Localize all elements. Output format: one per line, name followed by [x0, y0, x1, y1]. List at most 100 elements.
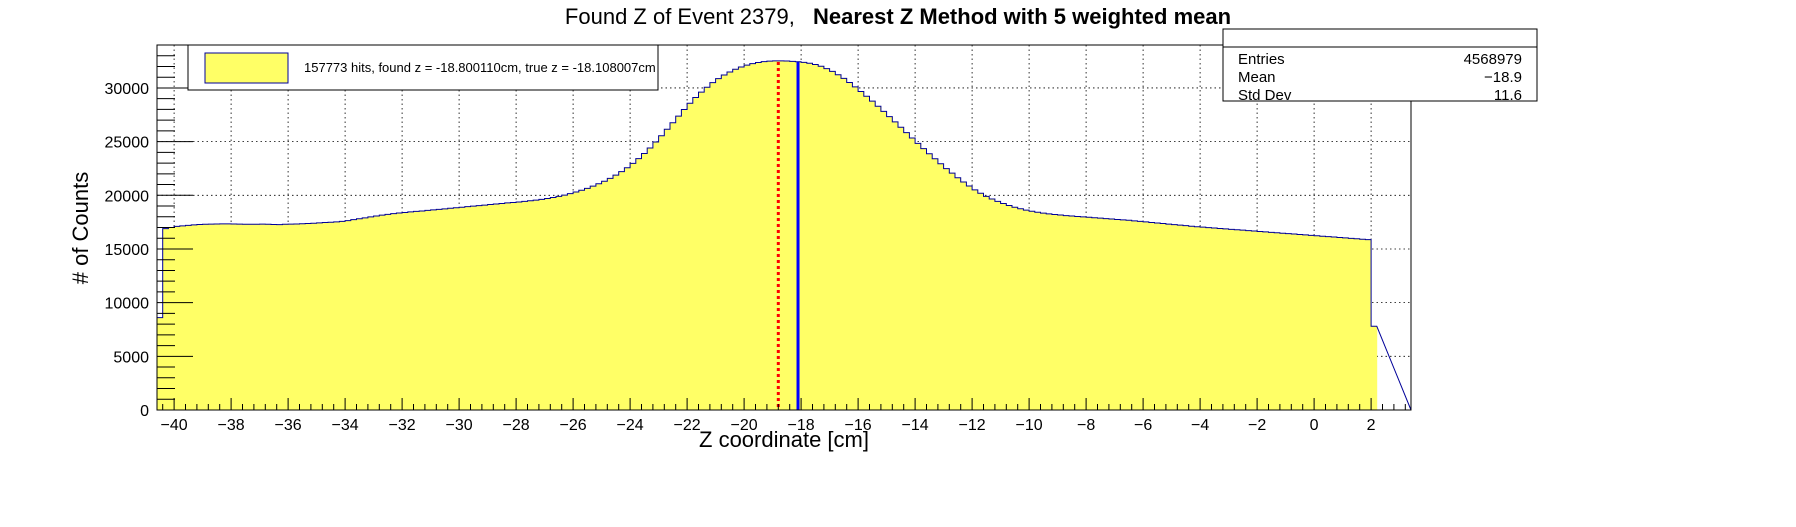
- histogram-bar: [333, 221, 340, 410]
- histogram-bar: [362, 217, 369, 410]
- histogram-bar: [1165, 224, 1172, 410]
- histogram-bar: [1063, 215, 1070, 410]
- chart-title-bold: Nearest Z Method with 5 weighted mean: [813, 4, 1231, 29]
- histogram-bar: [806, 63, 813, 410]
- histogram-bar: [1086, 217, 1093, 410]
- x-tick-label: −36: [275, 417, 302, 434]
- chart-title: Found Z of Event 2379, Nearest Z Method …: [565, 4, 1231, 29]
- histogram-bar: [937, 163, 944, 410]
- histogram-bar: [681, 109, 688, 411]
- histogram-bar: [407, 211, 414, 410]
- x-tick-label: −4: [1191, 417, 1209, 434]
- histogram-bar: [601, 181, 608, 410]
- histogram-bar: [1051, 214, 1058, 410]
- histogram-bar: [271, 224, 278, 410]
- histogram-bar: [1308, 235, 1315, 410]
- histogram-bar: [1171, 224, 1178, 410]
- histogram-bar: [1154, 222, 1161, 410]
- histogram-bar: [1319, 236, 1326, 410]
- histogram-bar: [766, 61, 773, 411]
- histogram-bar: [652, 141, 659, 411]
- histogram-bar: [253, 224, 260, 410]
- histogram-bar: [1012, 207, 1019, 410]
- histogram-bar: [835, 74, 842, 411]
- histogram-bar: [670, 122, 677, 411]
- histogram-bar: [385, 214, 392, 410]
- histogram-bar: [863, 96, 870, 411]
- histogram-bar: [1314, 235, 1321, 410]
- histogram-bar: [658, 135, 665, 410]
- histogram-bar: [709, 82, 716, 411]
- legend-box: 157773 hits, found z = -18.800110cm, tru…: [187, 44, 659, 91]
- histogram-bar: [293, 223, 300, 410]
- histogram-bar: [869, 101, 876, 410]
- histogram-bar: [527, 200, 534, 410]
- histogram-bar: [157, 317, 164, 410]
- y-tick-label: 5000: [113, 349, 149, 366]
- histogram-bar: [784, 60, 791, 411]
- histogram-bar: [590, 186, 597, 410]
- histogram-bar: [715, 78, 722, 410]
- histogram-bar: [1251, 231, 1258, 410]
- histogram-bar: [721, 75, 728, 410]
- x-tick-label: −32: [389, 417, 416, 434]
- legend-label: 157773 hits, found z = -18.800110cm, tru…: [304, 60, 656, 75]
- histogram-bar: [231, 223, 238, 410]
- histogram-bar: [772, 60, 779, 410]
- x-tick-label: −22: [674, 417, 701, 434]
- histogram-bar: [544, 198, 551, 410]
- histogram-bar: [1114, 219, 1121, 410]
- histogram-bar: [1279, 233, 1286, 410]
- histogram-bar: [1137, 221, 1144, 410]
- axes-layer: −40 −38 −36 −34 −32 −30 −28 −26 −24 −22 −20 −18 −16−…: [105, 44, 1406, 434]
- histogram-bar: [932, 158, 939, 410]
- histogram-bar: [635, 158, 642, 410]
- x-tick-label: 0: [1310, 417, 1319, 434]
- histogram-bar: [236, 224, 243, 410]
- histogram-bar: [1336, 237, 1343, 410]
- histogram-bar: [892, 121, 899, 410]
- histogram-bar: [436, 209, 443, 410]
- histogram-bar: [903, 132, 910, 410]
- histogram-bar: [1120, 219, 1127, 410]
- x-tick-label: −10: [1016, 417, 1043, 434]
- histogram-bar: [1342, 237, 1349, 410]
- histogram-bar: [225, 223, 232, 410]
- histogram-bar: [624, 167, 631, 410]
- histogram-bar: [424, 210, 431, 410]
- histogram-bar: [1211, 228, 1218, 410]
- histogram-bar: [242, 224, 249, 410]
- histogram-bar: [1080, 216, 1087, 410]
- histogram-bar: [373, 216, 380, 410]
- histogram-bar: [1205, 227, 1212, 410]
- histogram-bar: [1257, 231, 1264, 410]
- histogram-bar: [1262, 231, 1269, 410]
- histogram-bar: [396, 213, 403, 410]
- histogram-bar: [949, 173, 956, 410]
- histogram-bar: [1245, 230, 1252, 410]
- histogram-bar: [499, 203, 506, 410]
- histogram-bar: [493, 203, 500, 410]
- histogram-bar: [516, 201, 523, 410]
- histogram-bar: [510, 202, 517, 410]
- stats-rows: Entries 4568979 Mean −18.9 Std Dev 11.6: [1238, 51, 1522, 104]
- histogram-bar: [1069, 216, 1076, 410]
- histogram-bar: [955, 177, 962, 410]
- histogram-bar: [310, 223, 317, 410]
- histogram-bar: [356, 218, 363, 410]
- histogram-bar: [789, 61, 796, 410]
- histogram-bar: [561, 195, 568, 410]
- histogram-bar: [778, 60, 785, 410]
- stats-value-std-dev: 11.6: [1494, 87, 1522, 104]
- histogram-bar: [367, 216, 374, 410]
- histogram-bar: [704, 87, 711, 411]
- x-tick-label: −12: [959, 417, 986, 434]
- histogram-bar: [1034, 212, 1041, 410]
- histogram-bar: [675, 116, 682, 410]
- histogram-bar: [288, 224, 295, 410]
- histogram-bar: [248, 224, 255, 410]
- stats-frame: [1222, 28, 1538, 102]
- histogram-bar: [481, 205, 488, 410]
- histogram-bar: [339, 221, 346, 410]
